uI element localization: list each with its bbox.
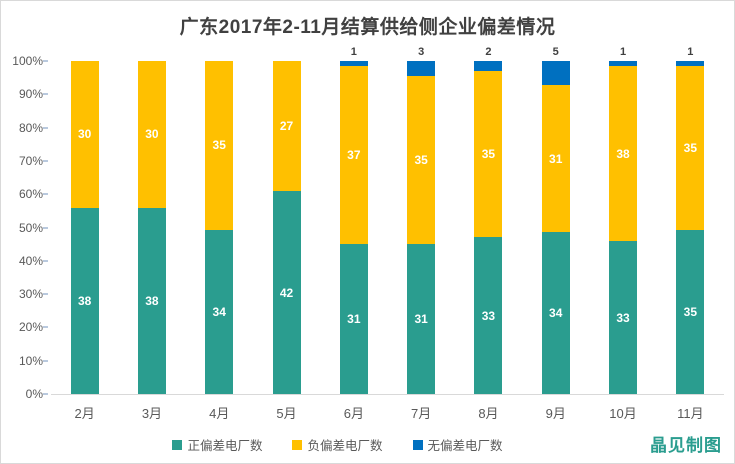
bar-segment: 33 — [609, 241, 638, 394]
legend: 正偏差电厂数 负偏差电厂数 无偏差电厂数 — [1, 435, 674, 454]
y-axis-label: 30% — [18, 287, 43, 302]
stacked-bar: 30 38 — [137, 61, 166, 394]
x-axis-label: 4月 — [209, 406, 230, 421]
bar-column: 37 31 1 6月 — [320, 46, 387, 421]
bar-segment — [541, 61, 570, 85]
bar-column: 30 38 2月 — [51, 61, 118, 421]
y-axis-label: 50% — [18, 220, 43, 235]
stacked-bar: 35 31 — [407, 61, 436, 394]
bar-segment: 34 — [205, 229, 234, 394]
y-axis-label: 0% — [25, 387, 43, 401]
bar-segment: 35 — [407, 75, 436, 245]
legend-item: 正偏差电厂数 — [172, 435, 262, 454]
above-bar-label: 1 — [619, 46, 627, 58]
legend-swatch — [292, 439, 303, 450]
y-axis-tick — [43, 126, 48, 129]
y-axis-label: 80% — [18, 120, 43, 135]
y-axis-tick — [43, 226, 48, 229]
bar-column: 31 34 5 9月 — [522, 46, 589, 421]
y-axis-tick — [43, 93, 48, 96]
bar-segment: 34 — [541, 232, 570, 394]
y-axis-tick — [43, 326, 48, 329]
legend-label: 负偏差电厂数 — [307, 439, 383, 453]
bar-segment: 33 — [474, 237, 503, 394]
above-bar-label: 3 — [418, 46, 425, 58]
x-axis-label: 2月 — [74, 406, 95, 421]
stacked-bar: 30 38 — [70, 61, 99, 394]
above-bar-label: 2 — [485, 46, 492, 58]
above-bar-label: 1 — [687, 46, 694, 58]
stacked-bar: 38 33 — [609, 61, 638, 394]
x-axis-label: 9月 — [545, 406, 566, 421]
stacked-bar: 35 35 — [676, 61, 705, 394]
bar-segment — [474, 61, 503, 71]
y-axis-tick — [43, 293, 48, 296]
y-axis-tick — [43, 259, 48, 262]
y-axis-tick — [43, 60, 48, 62]
y-axis-label: 90% — [18, 87, 43, 102]
bar-segment: 31 — [339, 244, 368, 394]
stacked-bar: 35 34 — [205, 61, 234, 394]
bar-column: 35 34 4月 — [186, 61, 253, 421]
bar-column: 35 33 2 8月 — [455, 46, 522, 421]
y-axis-tick — [43, 193, 48, 196]
bar-segment — [609, 61, 638, 66]
bar-segment: 42 — [272, 191, 301, 394]
y-axis-label: 10% — [18, 353, 43, 368]
bar-segment: 38 — [609, 65, 638, 242]
bar-column: 27 42 5月 — [253, 61, 320, 421]
stacked-bar: 35 33 — [474, 61, 503, 394]
bar-column: 30 38 3月 — [118, 61, 185, 421]
y-axis-tick — [43, 159, 48, 162]
legend-label: 正偏差电厂数 — [187, 439, 263, 453]
y-axis-tick — [43, 359, 48, 362]
bar-segment: 38 — [137, 207, 166, 394]
x-axis-label: 8月 — [478, 406, 499, 421]
x-axis-label: 10月 — [609, 406, 637, 421]
above-bar-label: 1 — [350, 46, 357, 58]
x-axis-label: 5月 — [276, 406, 297, 421]
above-bar-label: 5 — [552, 46, 559, 58]
bar-column: 35 35 1 11月 — [657, 46, 724, 421]
bar-segment: 35 — [676, 229, 705, 394]
y-axis-label: 70% — [18, 153, 43, 168]
chart-title: 广东2017年2-11月结算供给侧企业偏差情况 — [179, 17, 556, 38]
x-axis-label: 6月 — [343, 406, 364, 421]
bar-segment: 30 — [70, 61, 99, 208]
stacked-bar: 37 31 — [339, 61, 368, 394]
bar-segment: 35 — [205, 61, 234, 230]
y-axis-label: 40% — [18, 253, 43, 268]
legend-item: 无偏差电厂数 — [412, 435, 503, 454]
bar-segment: 35 — [474, 70, 503, 238]
y-axis-label: 100% — [12, 54, 43, 68]
bar-segment: 30 — [137, 61, 166, 208]
x-axis-label: 11月 — [677, 406, 704, 421]
bar-segment: 37 — [339, 65, 368, 245]
watermark: 晶见制图 — [650, 436, 722, 455]
bar-segment: 35 — [676, 65, 705, 230]
plot-area: 0% 10% 20% 30% 40% 50% 60% 70% 80% 90% 100% 30 38 2月 3… — [12, 46, 724, 421]
legend-swatch — [412, 439, 423, 450]
legend-item: 负偏差电厂数 — [292, 435, 383, 454]
legend-swatch — [172, 439, 183, 450]
stacked-bar: 31 34 — [541, 61, 570, 394]
y-axis-label: 60% — [18, 187, 43, 202]
bar-column: 38 33 1 10月 — [589, 46, 656, 421]
bar-segment — [676, 61, 705, 66]
y-axis-tick — [43, 393, 48, 395]
bar-segment — [407, 61, 436, 76]
bar-segment: 31 — [541, 84, 570, 233]
bar-column: 35 31 3 7月 — [388, 46, 455, 421]
bar-segment: 27 — [272, 61, 301, 192]
bar-segment: 31 — [407, 244, 436, 394]
bar-segment: 38 — [70, 207, 99, 394]
y-axis-label: 20% — [18, 320, 43, 335]
stacked-bar: 27 42 — [272, 61, 301, 394]
x-axis-label: 7月 — [411, 406, 432, 421]
legend-label: 无偏差电厂数 — [427, 439, 503, 453]
bar-segment — [339, 61, 368, 66]
x-axis-label: 3月 — [141, 406, 163, 421]
